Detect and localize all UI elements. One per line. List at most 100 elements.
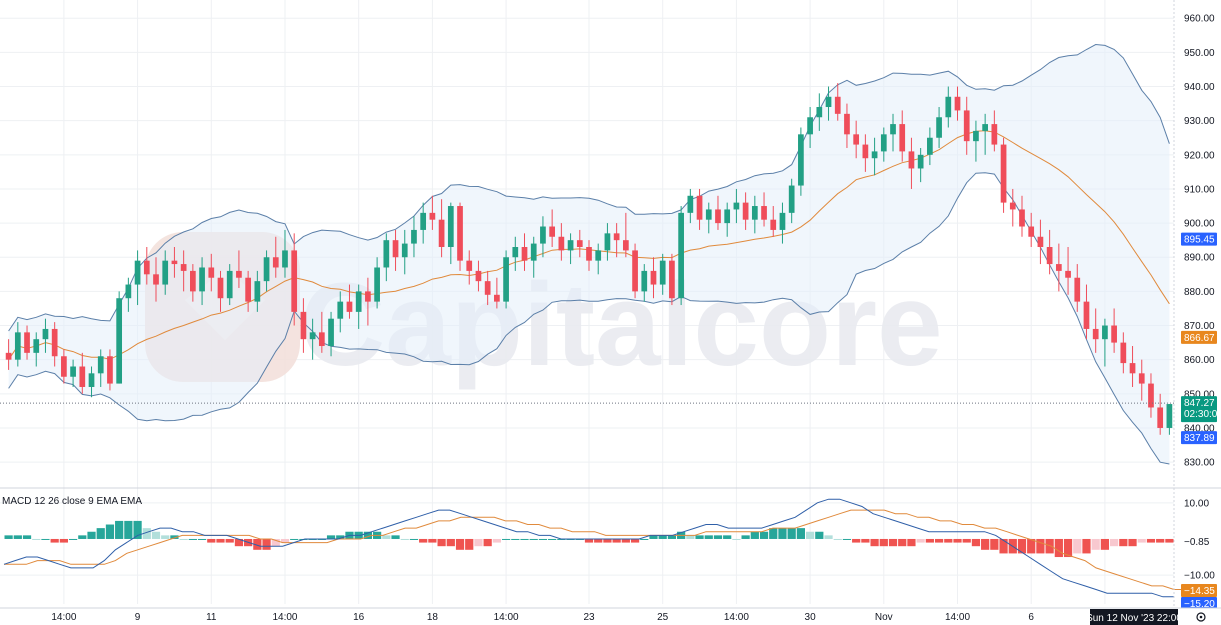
time-tick-label: 30 — [805, 612, 817, 623]
candle-body — [438, 219, 445, 247]
time-tick-label: 14:00 — [724, 612, 749, 623]
candle-body — [991, 124, 998, 145]
candle-body — [1083, 301, 1090, 329]
macd-histogram-bar — [667, 535, 677, 539]
macd-histogram-bar — [852, 538, 861, 543]
candle-body — [365, 291, 371, 302]
macd-signal-line — [4, 509, 1186, 590]
candle-body — [899, 124, 906, 152]
macd-histogram-bar — [271, 538, 280, 547]
lower-band-line — [8, 172, 1170, 465]
candle-body — [622, 240, 629, 251]
candle-body — [1166, 404, 1173, 428]
macd-histogram-bar — [474, 538, 483, 547]
macd-histogram-bar — [1017, 538, 1027, 554]
macd-value-tag: −15.20 — [1181, 597, 1217, 610]
price-axis[interactable]: 830.00 840.00 850.00 860.00 870.00 880.00 890.… — [1173, 0, 1215, 608]
candle-body — [475, 270, 482, 282]
candle-body — [530, 243, 537, 261]
candle-body — [5, 352, 12, 360]
macd-histogram-bar — [824, 535, 833, 539]
macd-histogram-bar — [161, 535, 170, 539]
candle-body — [604, 233, 611, 251]
candle-body — [632, 250, 638, 292]
candle-body — [576, 240, 583, 247]
macd-histogram-bar — [612, 538, 621, 543]
time-tick-label: 16 — [353, 612, 365, 623]
candle-body — [226, 270, 233, 299]
price-tick-label: 890.00 — [1184, 253, 1215, 264]
candle-body — [1129, 363, 1136, 374]
macd-histogram-bar — [953, 538, 962, 543]
candle-body — [788, 185, 795, 213]
macd-histogram-bar — [234, 538, 244, 547]
macd-histogram-bar — [759, 531, 769, 539]
macd-histogram-bar — [262, 538, 271, 550]
macd-histogram-bar — [750, 531, 759, 539]
macd-histogram-bar — [695, 535, 704, 539]
candle-body — [567, 240, 574, 251]
candle-body — [1028, 226, 1035, 237]
candle-body — [272, 257, 279, 268]
candle-body — [963, 110, 970, 142]
macd-histogram-bar — [363, 531, 373, 539]
candle-body — [447, 206, 454, 247]
macd-histogram-bar — [861, 538, 870, 543]
candle-body — [540, 226, 546, 244]
macd-histogram-bar — [1045, 538, 1054, 554]
candle-body — [595, 250, 602, 261]
macd-histogram-bar — [1027, 538, 1036, 554]
macd-histogram-bar — [1073, 538, 1082, 554]
candle-body — [107, 356, 113, 384]
lower-band-price-tag-bg — [1181, 431, 1217, 445]
last-price-tag-bg — [1181, 396, 1217, 423]
price-tick-label: 840.00 — [1184, 423, 1215, 434]
candle-body — [291, 250, 298, 312]
macd-histogram-bar — [22, 535, 32, 539]
candle-body — [374, 267, 380, 302]
candle-body — [116, 298, 123, 384]
candle-body — [494, 294, 500, 302]
lower-band-price-tag-text: 837.89 — [1184, 433, 1215, 444]
macd-value-tag-bg — [1181, 597, 1217, 610]
macd-histogram-bar — [1137, 538, 1146, 543]
macd-histogram-bar — [529, 538, 538, 540]
middle-band-price-tag-text: 866.67 — [1184, 333, 1215, 344]
macd-histogram-bar — [1128, 538, 1137, 547]
macd-histogram-bar — [981, 538, 990, 550]
candle-body — [696, 195, 703, 220]
macd-histogram-bar — [925, 538, 934, 543]
macd-histogram-bar — [870, 538, 879, 547]
macd-histogram-bar — [1063, 538, 1073, 558]
macd-histogram-bar — [59, 538, 68, 543]
macd-histogram-bar — [934, 538, 944, 543]
candle-body — [401, 243, 408, 258]
settings-gear-icon[interactable] — [1196, 612, 1206, 622]
candles — [0, 83, 1174, 435]
candle-body — [715, 209, 721, 224]
candle-body — [309, 332, 316, 340]
candle-body — [1120, 342, 1127, 364]
candle-body — [79, 366, 86, 387]
candle-body — [558, 236, 565, 251]
settings-gear-icon-center — [1199, 615, 1203, 619]
macd-histogram-tag: −0.85 — [1181, 535, 1217, 548]
macd-histogram-bar — [87, 531, 96, 539]
macd-histogram-bar — [603, 538, 612, 543]
candle-body — [208, 267, 215, 278]
macd-histogram-bar — [151, 531, 161, 539]
candle-body — [669, 260, 675, 299]
candle-body — [383, 240, 390, 268]
time-tick-label: 23 — [583, 612, 595, 623]
macd-histogram-bar — [492, 538, 501, 543]
macd-histogram-bar — [962, 538, 971, 543]
candle-body — [770, 219, 777, 230]
time-axis-bg — [0, 608, 1221, 625]
time-axis[interactable]: 14:00 9 11 14:00 16 18 14:00 23 25 14:00 30 Nov 14:0… — [0, 607, 1221, 625]
candle-body — [24, 332, 30, 353]
time-tick-label: 18 — [427, 612, 439, 623]
macd-histogram-bar — [944, 538, 953, 543]
macd-histogram-bar — [1100, 538, 1110, 550]
